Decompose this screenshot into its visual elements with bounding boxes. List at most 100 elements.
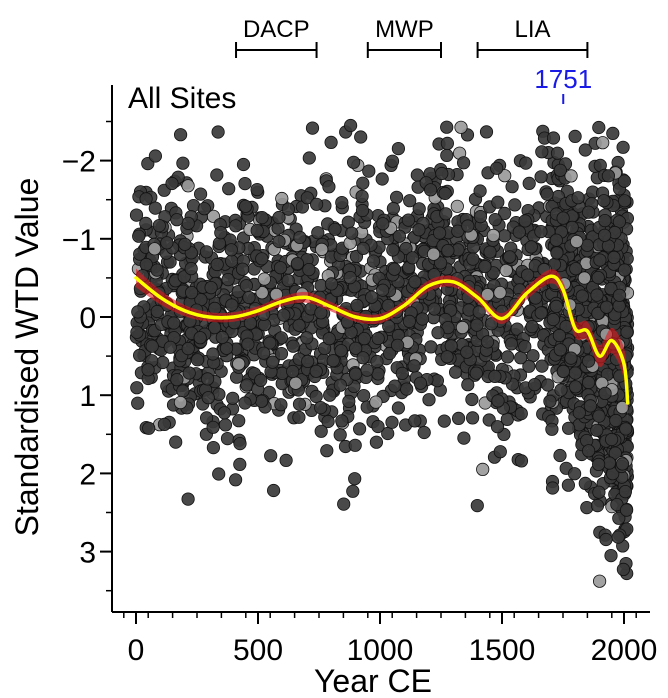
data-point — [476, 462, 490, 476]
data-point — [387, 262, 401, 276]
data-point — [607, 250, 621, 264]
data-point — [322, 180, 336, 194]
data-point — [465, 392, 479, 407]
y-tick-label: −1 — [62, 224, 96, 257]
x-tick-label: 1000 — [347, 634, 414, 667]
data-point — [604, 432, 619, 447]
data-point — [257, 272, 271, 286]
data-point — [348, 367, 363, 381]
data-point — [241, 337, 255, 351]
data-point — [217, 406, 231, 420]
data-point — [490, 420, 505, 434]
data-point — [370, 354, 384, 369]
data-point — [606, 126, 620, 140]
data-point — [357, 331, 371, 346]
data-point — [479, 125, 494, 139]
data-point — [309, 364, 323, 378]
data-point — [274, 331, 288, 345]
data-point — [604, 548, 618, 563]
data-point — [412, 223, 426, 237]
data-point — [170, 213, 184, 227]
data-point — [376, 217, 390, 231]
data-point — [435, 166, 449, 181]
data-point — [185, 285, 199, 300]
data-point — [365, 290, 379, 304]
data-point — [505, 180, 519, 194]
data-point — [432, 226, 447, 240]
data-point — [355, 203, 370, 218]
data-point — [569, 234, 584, 249]
data-point — [540, 187, 554, 201]
data-point — [277, 308, 291, 322]
data-point — [612, 288, 627, 302]
data-point — [616, 140, 630, 154]
data-point — [148, 242, 162, 256]
data-point — [388, 379, 402, 393]
data-point — [148, 149, 162, 163]
data-point — [301, 354, 315, 368]
data-point — [376, 283, 390, 297]
panel-title: All Sites — [128, 82, 236, 115]
data-point — [148, 201, 162, 215]
data-point — [181, 216, 195, 230]
data-point — [255, 211, 269, 225]
data-point — [272, 234, 286, 249]
data-point — [556, 364, 571, 378]
data-point — [504, 337, 518, 351]
data-point — [545, 422, 559, 436]
data-point — [335, 196, 349, 210]
data-point — [438, 186, 452, 200]
data-point — [391, 142, 405, 156]
data-point — [255, 394, 269, 408]
data-point — [131, 396, 145, 410]
data-point — [440, 148, 454, 162]
data-point — [130, 325, 144, 339]
data-point — [431, 326, 445, 340]
x-tick-label: 1500 — [469, 634, 536, 667]
data-point — [150, 304, 164, 319]
data-point — [286, 339, 300, 353]
data-point — [272, 210, 286, 225]
data-point — [399, 241, 413, 256]
data-point — [250, 224, 264, 238]
data-point — [170, 373, 184, 387]
data-point — [493, 445, 507, 459]
data-point — [608, 446, 622, 460]
data-point — [386, 201, 400, 216]
data-point — [568, 129, 582, 143]
data-point — [343, 270, 357, 285]
data-point — [242, 290, 256, 305]
data-point — [160, 236, 174, 250]
data-point — [488, 369, 502, 383]
data-point — [518, 339, 532, 354]
data-point — [346, 484, 360, 498]
data-point — [461, 219, 475, 233]
y-tick-label: 2 — [79, 458, 96, 491]
data-point — [407, 359, 421, 373]
data-point — [498, 229, 512, 243]
data-point — [583, 399, 598, 413]
data-point — [592, 409, 606, 423]
data-point — [255, 252, 269, 266]
data-point — [371, 331, 385, 346]
data-point — [553, 163, 567, 177]
data-point — [221, 272, 235, 287]
data-point — [456, 156, 471, 170]
data-point — [391, 401, 405, 415]
data-point — [578, 143, 592, 157]
data-point — [324, 277, 339, 291]
data-point — [549, 233, 563, 247]
data-point — [366, 254, 381, 268]
data-point — [408, 275, 422, 289]
data-point — [500, 350, 515, 364]
data-point — [375, 172, 389, 186]
data-point — [599, 300, 614, 314]
data-point — [535, 145, 549, 159]
data-point — [524, 240, 538, 254]
data-point — [408, 414, 422, 428]
data-point — [199, 245, 214, 259]
data-point — [422, 393, 436, 407]
data-point — [369, 395, 383, 409]
data-point — [233, 436, 247, 451]
